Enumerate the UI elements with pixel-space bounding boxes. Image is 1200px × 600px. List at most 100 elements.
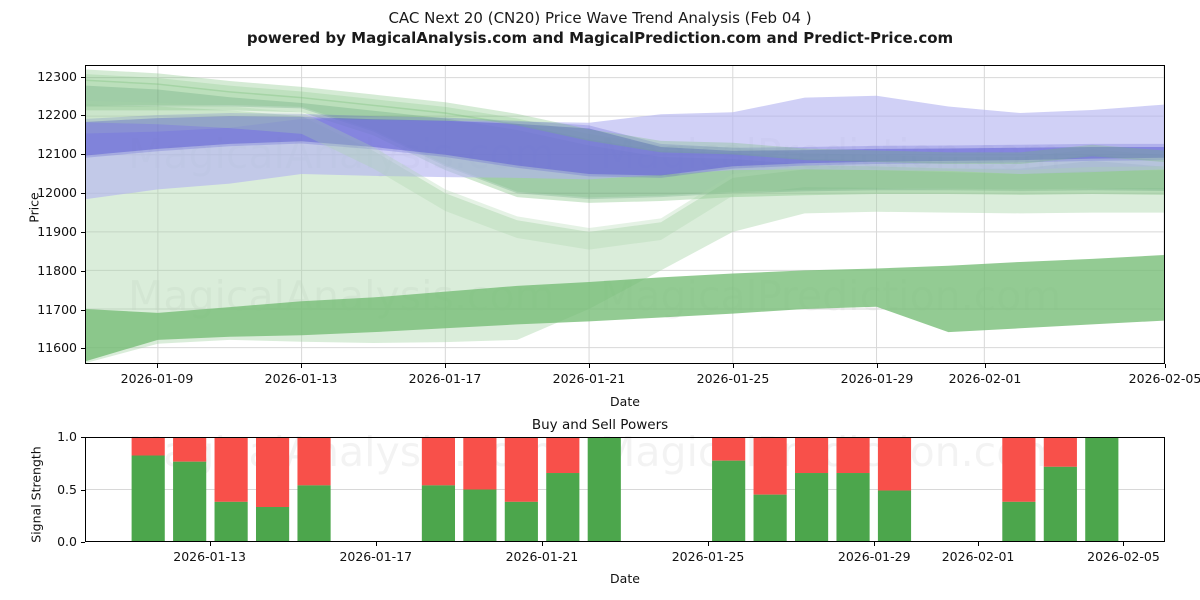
sell-power-segment[interactable] [421, 438, 456, 486]
price-y-tick-label: 12000 [37, 185, 77, 201]
buy-power-segment[interactable] [1002, 501, 1036, 541]
buy-power-segment[interactable] [504, 501, 538, 541]
price-x-tick-label: 2026-01-21 [552, 371, 626, 386]
sell-power-segment[interactable] [753, 438, 787, 495]
price-x-tick-mark [877, 364, 878, 368]
green-mid-feather [86, 100, 1164, 250]
page-subtitle: powered by MagicalAnalysis.com and Magic… [246, 29, 954, 47]
signal-bar[interactable] [214, 438, 248, 541]
sell-power-segment[interactable] [712, 438, 746, 461]
buy-power-segment[interactable] [1085, 438, 1119, 541]
signal-chart-plot-area [85, 437, 1165, 542]
price-y-tick-mark [81, 270, 85, 272]
price-y-tick-label: 12200 [37, 107, 77, 123]
sell-power-segment[interactable] [1043, 438, 1077, 467]
signal-x-tick-label: 2026-02-05 [1087, 549, 1160, 564]
green-upper-feather [86, 69, 1164, 164]
price-y-tick-label: 12300 [37, 68, 77, 84]
sell-power-segment[interactable] [836, 438, 870, 474]
buy-power-segment[interactable] [877, 490, 912, 541]
green-wave-band [86, 79, 1164, 203]
signal-y-tick-label: 1.0 [57, 429, 77, 444]
buy-power-segment[interactable] [131, 455, 165, 541]
signal-bar[interactable] [255, 438, 290, 541]
buy-power-segment[interactable] [753, 494, 787, 541]
price-x-tick-label: 2026-01-09 [120, 371, 194, 386]
signal-bar[interactable] [173, 438, 207, 541]
sell-power-segment[interactable] [877, 438, 912, 491]
price-y-tick-mark [81, 193, 85, 195]
signal-bar[interactable] [587, 438, 621, 541]
signal-bar[interactable] [1085, 438, 1119, 541]
signal-bar[interactable] [297, 438, 331, 541]
signal-bar[interactable] [131, 438, 165, 541]
buy-power-segment[interactable] [836, 473, 870, 541]
sell-power-segment[interactable] [794, 438, 829, 474]
signal-bar[interactable] [463, 438, 497, 542]
signal-bar[interactable] [794, 438, 829, 541]
sell-power-segment[interactable] [131, 438, 165, 456]
price-x-tick-label: 2026-01-13 [264, 371, 338, 386]
buy-power-segment[interactable] [255, 507, 290, 541]
buy-power-segment[interactable] [587, 438, 621, 541]
signal-bar[interactable] [877, 438, 912, 541]
buy-power-segment[interactable] [546, 473, 580, 541]
price-x-tick-label: 2026-01-17 [408, 371, 482, 386]
signal-x-tick-label: 2026-02-01 [941, 549, 1015, 564]
price-chart-plot-area [85, 65, 1165, 364]
price-x-tick-mark [445, 364, 446, 368]
signal-bar[interactable] [546, 438, 580, 541]
signal-x-tick-label: 2026-01-25 [671, 549, 745, 564]
price-y-tick-mark [81, 231, 85, 233]
signal-x-tick-mark [708, 542, 710, 546]
price-y-tick-label: 11700 [37, 301, 77, 317]
chart-title-block: CAC Next 20 (CN20) Price Wave Trend Anal… [0, 8, 1200, 48]
blue-inner-band [86, 116, 1164, 176]
price-y-tick-label: 11600 [37, 340, 77, 356]
price-y-tick-mark [81, 154, 85, 156]
signal-x-tick-label: 2026-01-21 [505, 549, 579, 564]
signal-chart-clip [86, 438, 1164, 541]
sell-power-segment[interactable] [546, 438, 580, 474]
price-x-tick-mark [589, 364, 590, 368]
price-y-tick-label: 11900 [37, 223, 77, 239]
price-x-tick-mark [733, 364, 734, 368]
price-x-tick-label: 2026-01-29 [840, 371, 914, 386]
buy-power-segment[interactable] [173, 461, 207, 541]
signal-bar[interactable] [1043, 438, 1077, 541]
price-y-tick-label: 11800 [37, 262, 77, 278]
sell-power-segment[interactable] [1002, 438, 1036, 502]
signal-bar[interactable] [712, 438, 746, 541]
sell-power-segment[interactable] [297, 438, 331, 486]
sell-power-segment[interactable] [255, 438, 290, 508]
signal-bar[interactable] [836, 438, 870, 541]
buy-power-segment[interactable] [1043, 466, 1077, 541]
buy-power-segment[interactable] [297, 485, 331, 541]
buy-power-segment[interactable] [712, 460, 746, 541]
signal-bar[interactable] [753, 438, 787, 541]
sell-power-segment[interactable] [214, 438, 248, 502]
signal-bar[interactable] [1002, 438, 1036, 541]
signal-y-tick-label: 0.5 [57, 481, 77, 497]
price-x-tick-mark [985, 364, 986, 368]
green-wave-band-inner [86, 85, 1164, 200]
price-x-tick-label: 2026-02-05 [1128, 371, 1200, 386]
sell-power-segment[interactable] [173, 438, 207, 462]
price-x-tick-label: 2026-01-25 [696, 371, 770, 386]
signal-x-tick-mark [1123, 542, 1125, 546]
price-y-tick-label: 12100 [37, 146, 77, 162]
page-title: CAC Next 20 (CN20) Price Wave Trend Anal… [388, 9, 812, 27]
buy-power-segment[interactable] [794, 473, 829, 541]
price-y-tick-mark [81, 309, 85, 311]
price-wave-bands [86, 66, 1164, 363]
signal-x-axis-label: Date [610, 571, 640, 586]
buy-power-segment[interactable] [463, 489, 497, 542]
price-chart-clip [86, 66, 1164, 363]
signal-bar[interactable] [421, 438, 456, 541]
sell-power-segment[interactable] [463, 438, 497, 490]
buy-power-segment[interactable] [214, 501, 248, 541]
buy-power-segment[interactable] [421, 485, 456, 541]
sell-power-segment[interactable] [504, 438, 538, 502]
signal-bar[interactable] [504, 438, 538, 541]
